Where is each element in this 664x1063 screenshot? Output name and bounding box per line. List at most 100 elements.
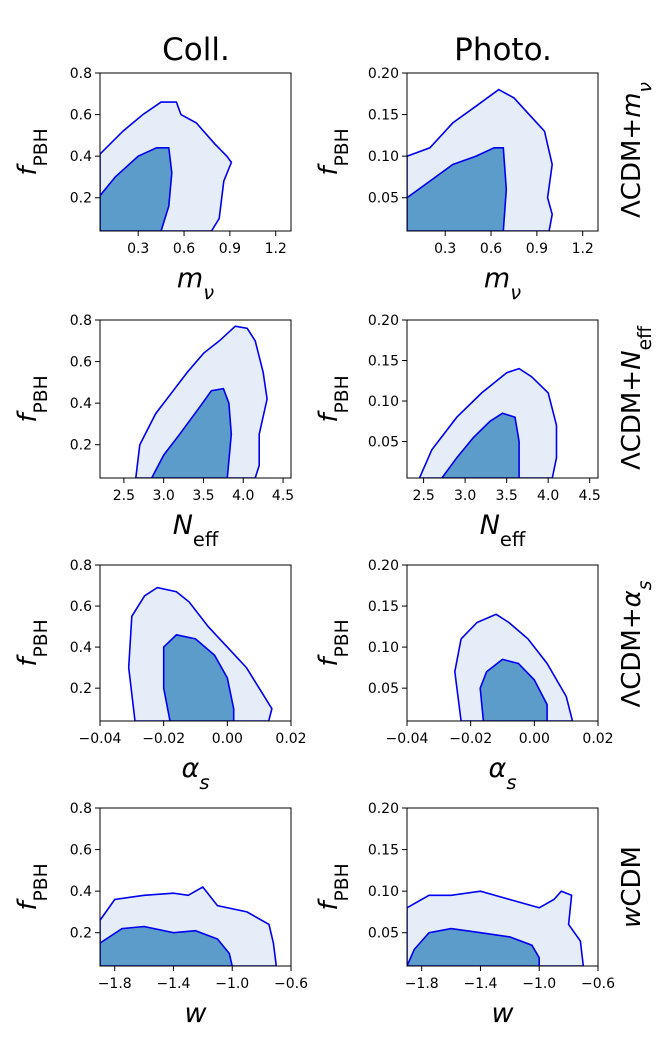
x-tick-label: 4.0 (537, 488, 559, 504)
x-tick-label: −0.6 (581, 976, 615, 992)
x-tick-label: −0.6 (274, 976, 308, 992)
y-tick-label: 0.2 (70, 191, 92, 207)
x-tick-label: 0.6 (173, 241, 195, 257)
panel-coll-neff: 2.5 3.0 3.5 4.0 4.5 0.2 0.4 0.6 0.8 Neff fPBH (13, 313, 294, 551)
x-tick-label: 3.0 (153, 488, 175, 504)
y-tick-label: 0.10 (368, 884, 399, 900)
y-tick-label: 0.8 (70, 558, 92, 574)
column-title-photo: Photo. (454, 32, 552, 68)
x-tick-label: −0.02 (449, 731, 492, 747)
axes-frame (406, 564, 599, 722)
x-tick-label: −1.4 (156, 976, 190, 992)
panel-photo-neff: 2.5 3.0 3.5 4.0 4.5 0.05 0.10 0.15 0.20 Neff fPBH (314, 313, 601, 551)
x-tick-label: 3.5 (192, 488, 214, 504)
y-tick-label: 0.15 (368, 599, 399, 615)
y-tick-label: 0.20 (368, 801, 399, 817)
x-tick-label: 0.3 (127, 241, 149, 257)
x-axis-label: mν (484, 263, 521, 304)
y-tick-label: 0.05 (368, 926, 399, 942)
x-tick-label: 1.2 (572, 241, 594, 257)
axes-frame (406, 807, 599, 967)
x-tick-label: −0.02 (142, 731, 185, 747)
x-tick-label: 3.5 (496, 488, 518, 504)
contour-68-region (407, 927, 541, 966)
x-tick-label: 4.5 (579, 488, 601, 504)
x-tick-label: −1.0 (215, 976, 249, 992)
y-axis-label: fPBH (13, 863, 52, 910)
x-tick-label: −1.0 (522, 976, 556, 992)
x-tick-label: 1.2 (265, 241, 287, 257)
y-axis-label: fPBH (314, 619, 353, 666)
x-axis-label: w (184, 998, 207, 1029)
axes-frame (406, 319, 599, 479)
row-title: wCDM (617, 846, 647, 928)
axes-frame (406, 72, 599, 232)
y-tick-label: 0.8 (70, 313, 92, 329)
contour-68-region (100, 925, 234, 966)
y-tick-label: 0.8 (70, 66, 92, 82)
x-tick-label: −1.4 (463, 976, 497, 992)
x-tick-label: 0.02 (582, 731, 613, 747)
y-tick-label: 0.2 (70, 681, 92, 697)
y-tick-label: 0.15 (368, 108, 399, 124)
y-axis-label: fPBH (13, 619, 52, 666)
y-tick-label: 0.6 (70, 108, 92, 124)
x-tick-label: 2.5 (113, 488, 135, 504)
y-tick-label: 0.4 (70, 149, 92, 165)
x-tick-label: 4.0 (232, 488, 254, 504)
y-tick-label: 0.05 (368, 435, 399, 451)
y-tick-label: 0.05 (368, 681, 399, 697)
y-tick-label: 0.10 (368, 394, 399, 410)
y-axis-label: fPBH (314, 375, 353, 422)
axes-frame (99, 564, 292, 722)
y-tick-label: 0.15 (368, 843, 399, 859)
y-tick-label: 0.20 (368, 66, 399, 82)
x-tick-label: 0.6 (480, 241, 502, 257)
x-axis-label: αs (182, 753, 210, 794)
y-tick-label: 0.2 (70, 438, 92, 454)
axes-frame (99, 807, 292, 967)
panels: 0.3 0.6 0.9 1.2 0.2 0.4 0.6 0.8 mν fPBH 0.3 0.6 0.9 1… (13, 66, 615, 1029)
y-tick-label: 0.2 (70, 926, 92, 942)
row-title: ΛCDM+mν (617, 82, 656, 218)
x-tick-label: 3.0 (454, 488, 476, 504)
x-axis-label: αs (489, 753, 517, 794)
y-tick-label: 0.15 (368, 354, 399, 370)
x-tick-label: 2.5 (412, 488, 434, 504)
x-tick-label: −1.8 (98, 976, 132, 992)
y-axis-label: fPBH (13, 375, 52, 422)
contour-68-region (100, 147, 173, 231)
contour-68-region (407, 147, 508, 231)
column-title-coll: Coll. (162, 32, 230, 68)
panel-coll-w: −1.8 −1.4 −1.0 −0.6 0.2 0.4 0.6 0.8 w fPBH (13, 801, 308, 1029)
y-axis-label: fPBH (13, 128, 52, 175)
x-axis-label: mν (177, 263, 214, 304)
y-axis-label: fPBH (314, 128, 353, 175)
row-titles: ΛCDM+mν ΛCDM+Neff ΛCDM+αs wCDM (617, 82, 656, 928)
y-tick-label: 0.4 (70, 884, 92, 900)
panel-photo-mnu: 0.3 0.6 0.9 1.2 0.05 0.10 0.15 0.20 mν fPBH (314, 66, 599, 304)
row-title: ΛCDM+αs (617, 580, 656, 707)
contour-95-region (134, 325, 268, 478)
y-tick-label: 0.4 (70, 640, 92, 656)
x-axis-label: Neff (480, 510, 526, 551)
contour-68-region (162, 633, 235, 721)
y-axis-label: fPBH (314, 863, 353, 910)
contour-68-region (150, 387, 233, 478)
x-axis-label: Neff (173, 510, 219, 551)
x-axis-label: w (491, 998, 514, 1029)
x-tick-label: 0.00 (212, 731, 243, 747)
x-tick-label: 0.00 (519, 731, 550, 747)
y-tick-label: 0.4 (70, 396, 92, 412)
y-tick-label: 0.05 (368, 191, 399, 207)
x-tick-label: 0.3 (434, 241, 456, 257)
axes-frame (99, 319, 292, 479)
x-tick-label: 0.9 (526, 241, 548, 257)
contour-68-region (440, 412, 520, 478)
y-tick-label: 0.6 (70, 355, 92, 371)
x-tick-label: −0.04 (79, 731, 122, 747)
y-tick-label: 0.6 (70, 843, 92, 859)
y-tick-label: 0.20 (368, 558, 399, 574)
y-tick-label: 0.6 (70, 599, 92, 615)
